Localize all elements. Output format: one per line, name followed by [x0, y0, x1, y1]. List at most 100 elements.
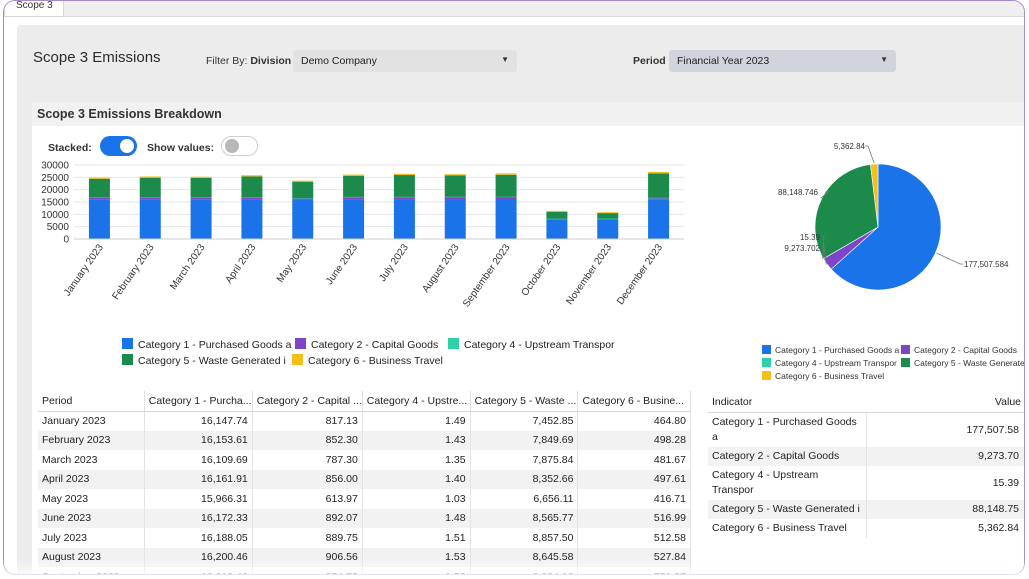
bar-segment[interactable] — [88, 197, 110, 200]
column-header[interactable]: Category 4 - Upstre... — [362, 391, 471, 412]
bar-segment[interactable] — [393, 173, 415, 176]
indicator-header[interactable]: Indicator — [708, 393, 866, 413]
bar-segment[interactable] — [597, 213, 619, 219]
pie-slice[interactable] — [870, 163, 879, 228]
table-row[interactable]: June 2023 16,172.33 892.07 1.48 8,565.77 516.… — [38, 508, 691, 528]
bar-segment[interactable] — [139, 176, 161, 178]
period-select[interactable]: Financial Year 2023 ▼ — [669, 50, 896, 72]
bar-segment[interactable] — [292, 181, 314, 199]
indicator-value-cell: 88,148.75 — [866, 499, 1024, 519]
column-header[interactable]: Category 5 - Waste ... — [470, 391, 579, 412]
legend-item[interactable]: Category 5 - Waste Generated i — [122, 354, 286, 367]
bar-segment[interactable] — [597, 212, 619, 214]
bar-segment[interactable] — [495, 196, 517, 200]
bar-segment[interactable] — [292, 180, 314, 182]
bar-segment[interactable] — [190, 197, 212, 198]
pie-legend-item[interactable]: Category 6 - Business Travel — [762, 371, 884, 381]
bar-segment[interactable] — [292, 199, 314, 239]
indicator-row[interactable]: Category 5 - Waste Generated i 88,148.75 — [708, 499, 1024, 519]
bar-segment[interactable] — [444, 175, 466, 197]
bar-segment[interactable] — [343, 199, 365, 239]
bar-segment[interactable] — [292, 198, 314, 200]
bar-segment[interactable] — [597, 218, 619, 220]
bar-segment[interactable] — [393, 196, 415, 198]
bar-segment[interactable] — [648, 197, 670, 200]
bar-segment[interactable] — [343, 196, 365, 200]
bar-segment[interactable] — [190, 199, 212, 239]
table-row[interactable]: February 2023 16,153.61 852.30 1.43 7,849.69… — [38, 430, 691, 450]
bar-segment[interactable] — [648, 197, 670, 199]
bar-segment[interactable] — [546, 211, 568, 219]
bar-segment[interactable] — [546, 218, 568, 220]
bar-segment[interactable] — [444, 174, 466, 176]
bar-segment[interactable] — [495, 173, 517, 175]
indicator-row[interactable]: Category 2 - Capital Goods 9,273.70 — [708, 446, 1024, 466]
bar-segment[interactable] — [88, 197, 110, 198]
bar-segment[interactable] — [292, 198, 314, 199]
bar-segment[interactable] — [241, 175, 263, 177]
bar-segment[interactable] — [495, 196, 517, 198]
bar-segment[interactable] — [648, 199, 670, 239]
bar-segment[interactable] — [190, 177, 212, 198]
legend-item[interactable]: Category 6 - Business Travel — [292, 354, 443, 367]
bar-segment[interactable] — [444, 199, 466, 239]
indicator-value-cell: 15.39 — [992, 476, 1019, 489]
table-row[interactable]: January 2023 16,147.74 817.13 1.49 7,452.85 4… — [38, 411, 691, 431]
bar-segment[interactable] — [190, 197, 212, 200]
table-row[interactable]: July 2023 16,188.05 889.75 1.51 8,857.50 512.… — [38, 528, 691, 548]
bar-segment[interactable] — [495, 199, 517, 239]
bar-segment[interactable] — [88, 177, 110, 179]
legend-item[interactable]: Category 4 - Upstream Transpor — [448, 338, 615, 351]
bar-segment[interactable] — [597, 218, 619, 220]
indicator-row[interactable]: Category 6 - Business Travel 5,362.84 — [708, 518, 1024, 538]
bar-segment[interactable] — [343, 196, 365, 198]
bar-segment[interactable] — [546, 219, 568, 239]
stacked-toggle[interactable] — [100, 136, 137, 156]
bar-segment[interactable] — [190, 176, 212, 178]
pie-legend-item[interactable]: Category 4 - Upstream Transpor — [762, 358, 897, 368]
pie-legend-item[interactable]: Category 2 - Capital Goods — [901, 345, 1017, 355]
bar-segment[interactable] — [444, 196, 466, 198]
bar-segment[interactable] — [546, 218, 568, 220]
bar-segment[interactable] — [241, 197, 263, 200]
bar-segment[interactable] — [241, 176, 263, 198]
bar-segment[interactable] — [139, 197, 161, 200]
column-header[interactable]: Category 6 - Busine... — [577, 391, 691, 412]
bar-segment[interactable] — [393, 196, 415, 200]
bar-segment[interactable] — [343, 174, 365, 176]
legend-item[interactable]: Category 2 - Capital Goods — [295, 338, 438, 351]
pie-legend-item[interactable]: Category 5 - Waste Generated i — [901, 358, 1024, 368]
tab-scope-3[interactable]: Scope 3 — [4, 1, 64, 17]
bar-segment[interactable] — [88, 178, 110, 198]
bar-segment[interactable] — [597, 219, 619, 239]
table-row[interactable]: May 2023 15,966.31 613.97 1.03 6,656.11 416.7… — [38, 489, 691, 509]
bar-segment[interactable] — [648, 173, 670, 198]
bar-segment[interactable] — [495, 174, 517, 197]
division-select[interactable]: Demo Company ▼ — [293, 50, 517, 72]
pie-legend-item[interactable]: Category 1 - Purchased Goods a — [762, 345, 899, 355]
indicator-row[interactable]: Category 1 - Purchased Goods a 177,507.58 — [708, 412, 1024, 447]
column-header[interactable]: Period — [38, 391, 145, 412]
column-header[interactable]: Category 2 - Capital ... — [252, 391, 363, 412]
bar-segment[interactable] — [444, 196, 466, 200]
bar-segment[interactable] — [393, 199, 415, 239]
pie-slice[interactable] — [830, 163, 942, 291]
bar-segment[interactable] — [139, 177, 161, 198]
bar-segment[interactable] — [393, 175, 415, 197]
bar-segment[interactable] — [139, 199, 161, 239]
bar-segment[interactable] — [343, 175, 365, 197]
table-row[interactable]: April 2023 16,161.91 856.00 1.40 8,352.66 497… — [38, 469, 691, 489]
bar-segment[interactable] — [139, 197, 161, 198]
pie-slice[interactable] — [814, 164, 879, 260]
table-row[interactable]: March 2023 16,109.69 787.30 1.35 7,875.84 481… — [38, 450, 691, 470]
bar-segment[interactable] — [241, 199, 263, 239]
show-values-toggle[interactable] — [221, 136, 258, 156]
bar-segment[interactable] — [241, 197, 263, 198]
bar-segment[interactable] — [88, 199, 110, 239]
indicator-row[interactable]: Category 4 - Upstream Transpor 15.39 — [708, 465, 1024, 500]
bar-segment[interactable] — [648, 171, 670, 174]
column-header[interactable]: Category 1 - Purcha... — [144, 391, 253, 412]
legend-item[interactable]: Category 1 - Purchased Goods a — [122, 338, 292, 351]
value-header[interactable]: Value — [866, 393, 1024, 413]
bar-segment[interactable] — [546, 210, 568, 212]
